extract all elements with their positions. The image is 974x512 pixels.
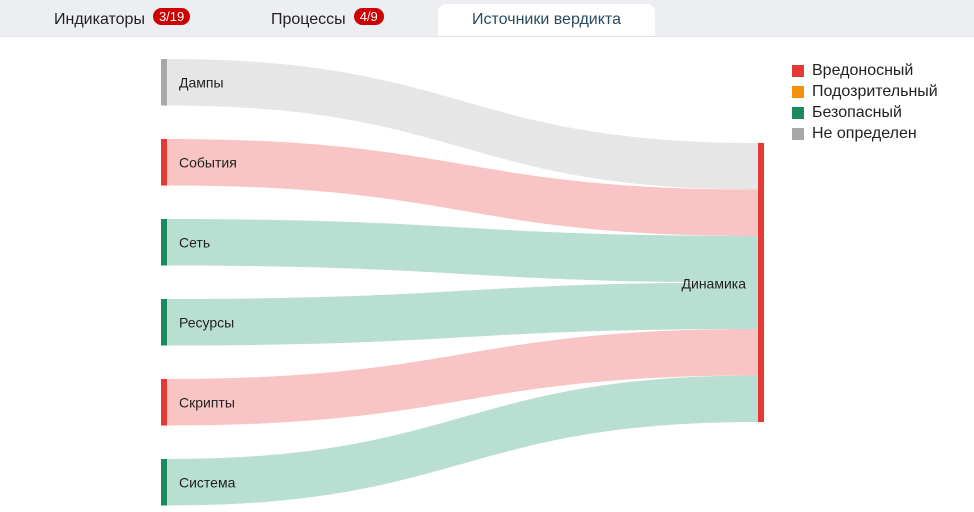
sankey-link[interactable] <box>167 59 758 190</box>
legend-item[interactable]: Не определен <box>792 123 938 144</box>
legend-item[interactable]: Вредоносный <box>792 60 938 81</box>
count-badge: 3/19 <box>152 7 191 25</box>
legend-swatch <box>792 106 804 119</box>
legend-swatch <box>792 127 804 140</box>
legend-label: Не определен <box>812 124 917 142</box>
target-node-label: Динамика <box>682 276 747 292</box>
legend-swatch <box>792 85 804 98</box>
sankey-link[interactable] <box>167 219 758 283</box>
sankey-source-node[interactable] <box>161 459 167 506</box>
node-label: Дампы <box>179 74 224 90</box>
sankey-link[interactable] <box>167 329 758 426</box>
legend: Вредоносный Подозрительный Безопасный Не оп… <box>792 60 938 144</box>
tab-bar: Индикаторы 3/19 Процессы 4/9 Источники в… <box>0 0 974 37</box>
tab-indicators[interactable]: Индикаторы 3/19 <box>54 4 191 36</box>
node-label: Скрипты <box>179 394 235 410</box>
sankey-source-node[interactable] <box>161 139 167 186</box>
sankey-link[interactable] <box>167 139 758 236</box>
tab-verdict-sources[interactable]: Источники вердикта <box>438 4 655 36</box>
legend-item[interactable]: Безопасный <box>792 102 938 123</box>
sankey-link[interactable] <box>167 375 758 506</box>
tab-label: Процессы <box>271 11 346 28</box>
legend-swatch <box>792 64 804 77</box>
tab-processes[interactable]: Процессы 4/9 <box>271 4 384 36</box>
legend-item[interactable]: Подозрительный <box>792 81 938 102</box>
sankey-link[interactable] <box>167 282 758 346</box>
sankey-source-node[interactable] <box>161 379 167 426</box>
legend-label: Безопасный <box>812 103 902 121</box>
node-label: Ресурсы <box>179 314 234 330</box>
sankey-source-node[interactable] <box>161 299 167 346</box>
tab-label: Источники вердикта <box>472 11 621 28</box>
legend-label: Вредоносный <box>812 61 914 79</box>
sankey-source-node[interactable] <box>161 59 167 106</box>
node-label: События <box>179 154 237 170</box>
legend-label: Подозрительный <box>812 82 938 100</box>
node-label: Сеть <box>179 234 210 250</box>
node-label: Система <box>179 474 236 490</box>
sankey-source-node[interactable] <box>161 219 167 266</box>
tab-label: Индикаторы <box>54 11 145 28</box>
sankey-target-node[interactable] <box>758 143 764 422</box>
count-badge: 4/9 <box>353 7 384 25</box>
